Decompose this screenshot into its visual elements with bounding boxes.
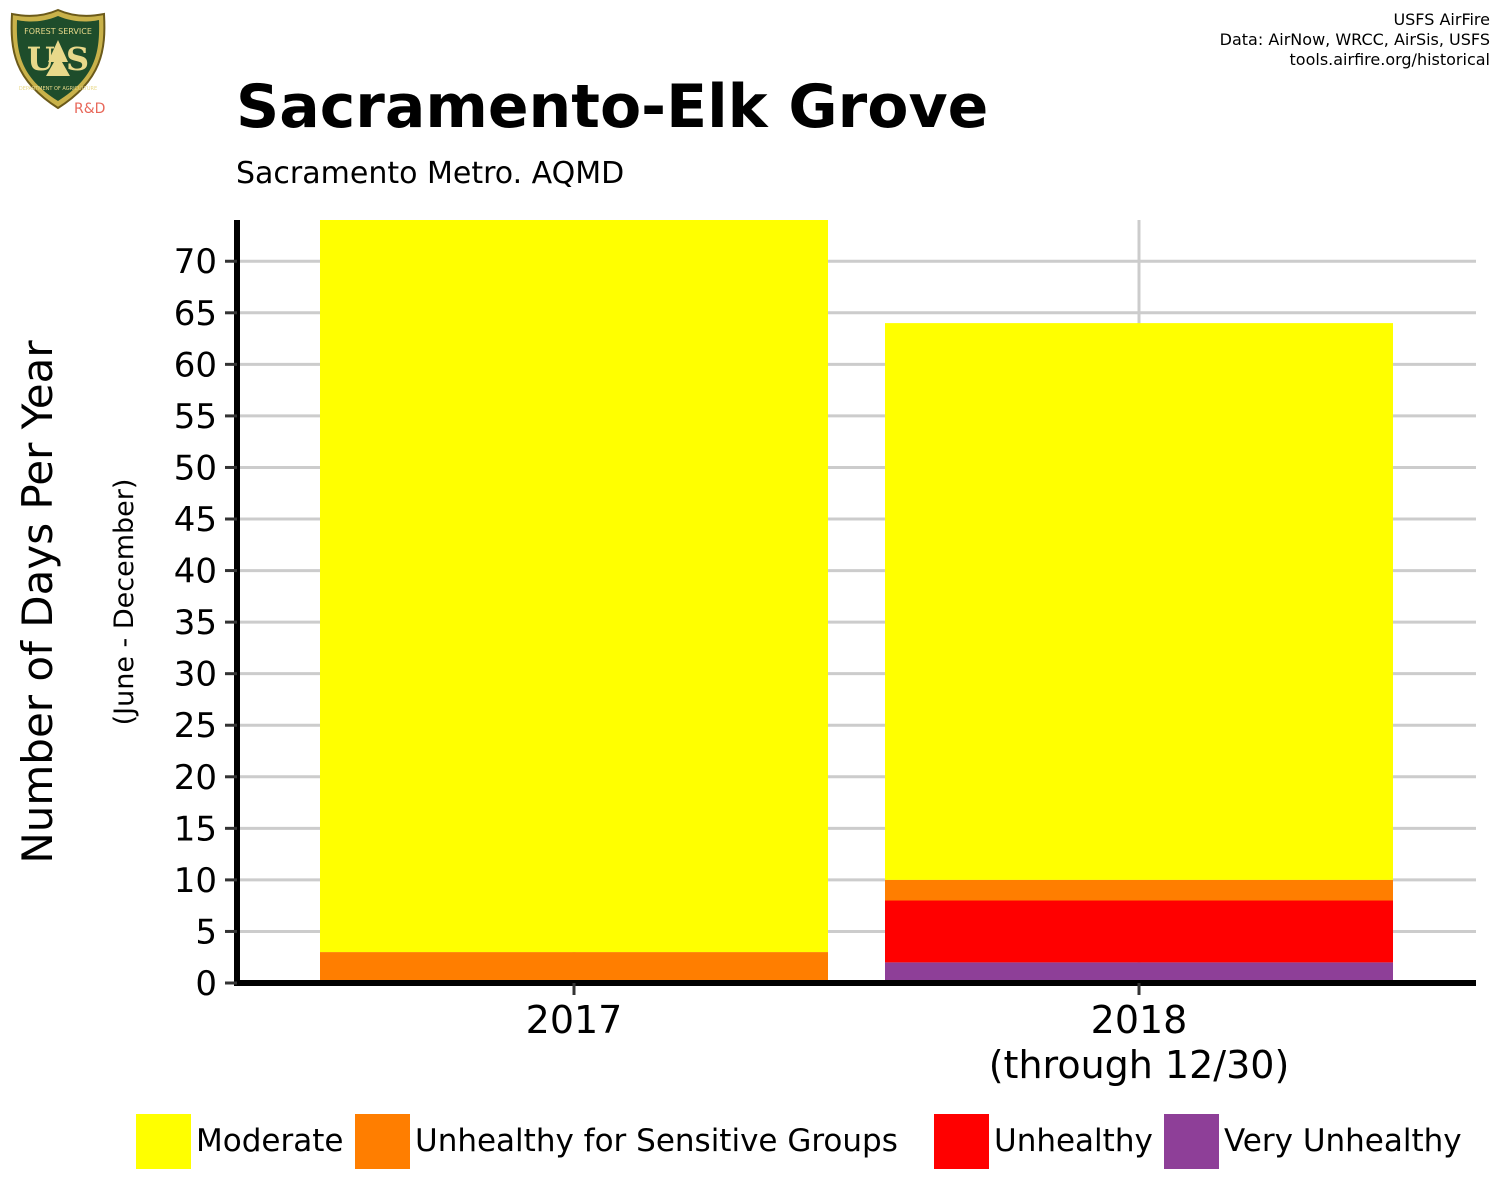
bar-segment <box>320 952 828 983</box>
bar-segment <box>320 220 828 953</box>
y-tick-label: 65 <box>174 294 217 334</box>
logo-arc-top: FOREST SERVICE <box>24 27 92 36</box>
y-tick-label: 70 <box>174 242 217 282</box>
y-tick-label: 30 <box>174 655 217 695</box>
y-tick-label: 0 <box>195 964 217 1004</box>
credits: USFS AirFire Data: AirNow, WRCC, AirSis,… <box>1220 10 1490 70</box>
y-tick-label: 50 <box>174 448 217 488</box>
x-tick-label: 2018 <box>1091 998 1188 1042</box>
y-tick-label: 40 <box>174 552 217 592</box>
y-tick-label: 15 <box>174 809 217 849</box>
usfs-shield-logo: FOREST SERVICE U S DEPARTMENT OF AGRICUL… <box>10 8 105 117</box>
y-tick-label: 10 <box>174 861 217 901</box>
y-tick-label: 25 <box>174 706 217 746</box>
credit-line: Data: AirNow, WRCC, AirSis, USFS <box>1219 30 1490 49</box>
logo-suffix: R&D <box>74 101 105 117</box>
y-axis-sublabel: (June - December) <box>109 479 140 726</box>
chart-title: Sacramento-Elk Grove <box>236 72 989 142</box>
bar-segment <box>885 900 1393 963</box>
chart-subtitle: Sacramento Metro. AQMD <box>236 156 625 191</box>
credit-line: tools.airfire.org/historical <box>1289 50 1490 69</box>
x-tick-label: 2017 <box>526 998 623 1042</box>
tree-icon <box>46 40 70 76</box>
bar-segment <box>885 879 1393 901</box>
credit-line: USFS AirFire <box>1393 10 1490 29</box>
y-tick-label: 35 <box>174 603 217 643</box>
y-tick-label: 60 <box>174 345 217 385</box>
bar-segment <box>885 323 1393 880</box>
y-tick-label: 45 <box>174 500 217 540</box>
x-tick-label: (through 12/30) <box>989 1043 1290 1087</box>
y-tick-label: 5 <box>195 912 217 952</box>
y-axis-label: Number of Days Per Year <box>13 340 62 864</box>
y-tick-label: 20 <box>174 758 217 798</box>
y-tick-label: 55 <box>174 397 217 437</box>
logo-arc-bottom: DEPARTMENT OF AGRICULTURE <box>19 86 97 92</box>
bar-segment <box>885 962 1393 983</box>
